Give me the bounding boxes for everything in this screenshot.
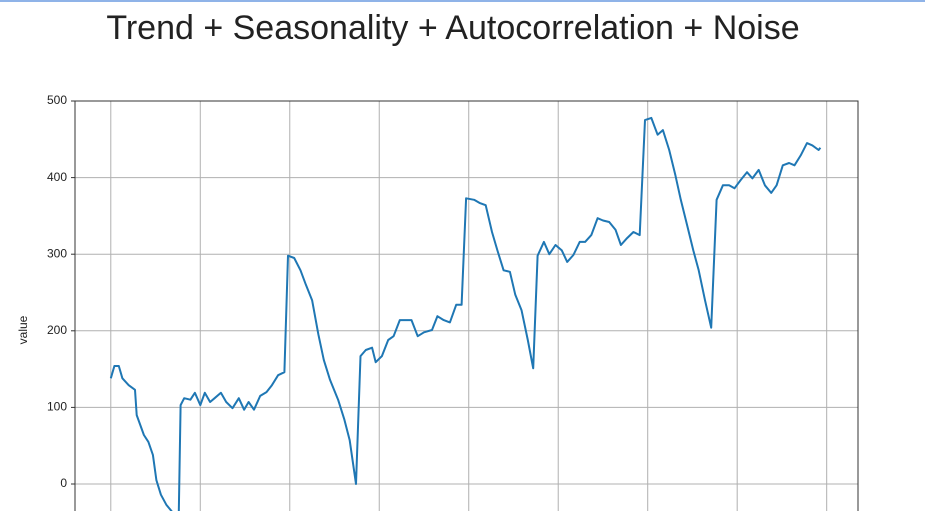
- plot-frame: [74, 100, 859, 511]
- y-axis-label: value: [16, 315, 30, 344]
- y-tick-label: 500: [47, 93, 67, 107]
- y-tick-label: 100: [47, 400, 67, 414]
- y-tick-label: 0: [60, 476, 67, 490]
- data-line: [109, 116, 822, 511]
- y-tick-label: 300: [47, 246, 67, 260]
- chart-title: Trend + Seasonality + Autocorrelation + …: [106, 9, 799, 47]
- y-tick-label: 400: [47, 170, 67, 184]
- grid: [71, 100, 858, 511]
- y-tick-label: 200: [47, 323, 67, 337]
- plot: [109, 116, 822, 511]
